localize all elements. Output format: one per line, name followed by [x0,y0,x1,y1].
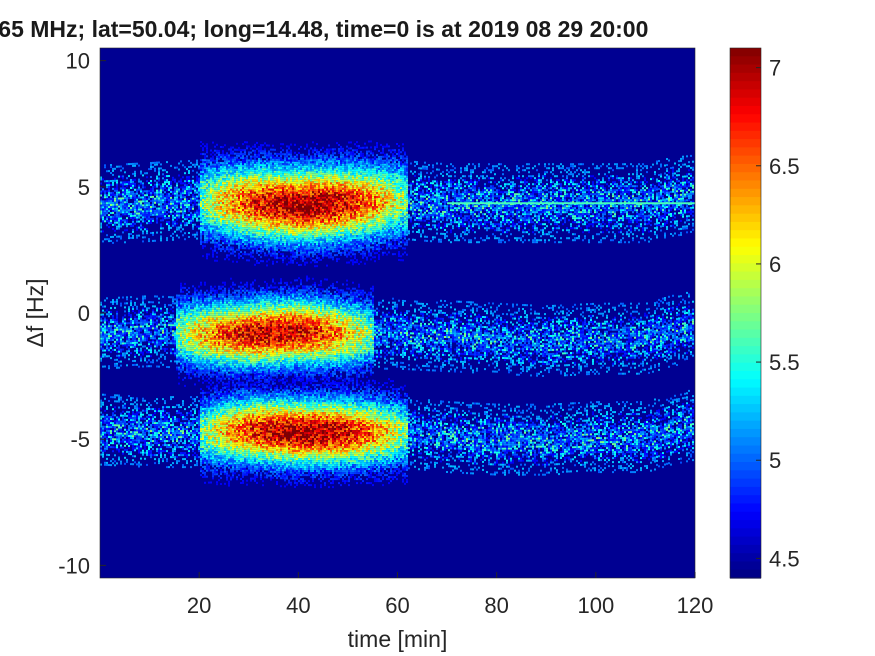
colorbar-step [730,388,761,397]
colorbar-step [730,164,761,173]
colorbar-step [730,65,761,74]
colorbar-step [730,321,761,330]
colorbar-step [730,528,761,537]
colorbar-step [730,114,761,123]
y-tick-label: 0 [78,301,90,326]
colorbar-step [730,570,761,579]
colorbar-tick-label: 4.5 [769,546,800,571]
x-tick-label: 20 [187,593,211,618]
colorbar-step [730,470,761,479]
colorbar-tick-label: 7 [769,56,781,81]
x-tick-label: 120 [677,593,714,618]
colorbar-step [730,197,761,206]
colorbar-step [730,313,761,322]
colorbar-step [730,230,761,239]
colorbar-step [730,181,761,190]
colorbar-step [730,561,761,570]
colorbar-step [730,222,761,231]
colorbar-step [730,404,761,413]
colorbar-step [730,462,761,471]
colorbar-tick-label: 5.5 [769,350,800,375]
colorbar-step [730,81,761,90]
colorbar-step [730,520,761,529]
colorbar-step [730,346,761,355]
colorbar-step [730,255,761,264]
colorbar-step [730,189,761,198]
colorbar-step [730,487,761,496]
colorbar-step [730,371,761,380]
colorbar-step [730,98,761,107]
colorbar-step [730,479,761,488]
colorbar-step [730,412,761,421]
colorbar-step [730,363,761,372]
y-tick-label: -5 [70,427,90,452]
colorbar: 7 6.5 6 5.5 5 4.5 [730,48,800,579]
colorbar-step [730,437,761,446]
colorbar-step [730,56,761,65]
colorbar-step [730,429,761,438]
colorbar-step [730,296,761,305]
x-tick-label: 80 [484,593,508,618]
colorbar-tick-label: 6 [769,252,781,277]
x-tick-label: 100 [577,593,614,618]
colorbar-step [730,421,761,430]
x-axis-label: time [min] [348,626,448,652]
colorbar-tick-label: 6.5 [769,154,800,179]
colorbar-step [730,123,761,132]
x-tick-label: 40 [286,593,310,618]
colorbar-step [730,238,761,247]
colorbar-step [730,263,761,272]
colorbar-step [730,139,761,148]
colorbar-step [730,330,761,339]
colorbar-step [730,379,761,388]
colorbar-step [730,73,761,82]
colorbar-step [730,172,761,181]
colorbar-step [730,454,761,463]
colorbar-step [730,106,761,115]
colorbar-step [730,503,761,512]
y-tick-label: 10 [66,49,90,74]
colorbar-step [730,512,761,521]
colorbar-step [730,396,761,405]
colorbar-step [730,272,761,281]
colorbar-step [730,247,761,256]
y-tick-label: 5 [78,175,90,200]
colorbar-step [730,288,761,297]
colorbar-step [730,545,761,554]
colorbar-step [730,214,761,223]
y-axis-label: Δf [Hz] [22,278,48,347]
colorbar-step [730,495,761,504]
colorbar-step [730,305,761,314]
colorbar-step [730,131,761,140]
colorbar-step [730,553,761,562]
colorbar-step [730,537,761,546]
colorbar-step [730,147,761,156]
colorbar-step [730,446,761,455]
colorbar-step [730,280,761,289]
colorbar-step [730,338,761,347]
x-tick-label: 60 [385,593,409,618]
colorbar-step [730,156,761,165]
colorbar-step [730,205,761,214]
colorbar-step [730,89,761,98]
colorbar-step [730,48,761,57]
colorbar-tick-label: 5 [769,448,781,473]
y-tick-label: -10 [58,553,90,578]
